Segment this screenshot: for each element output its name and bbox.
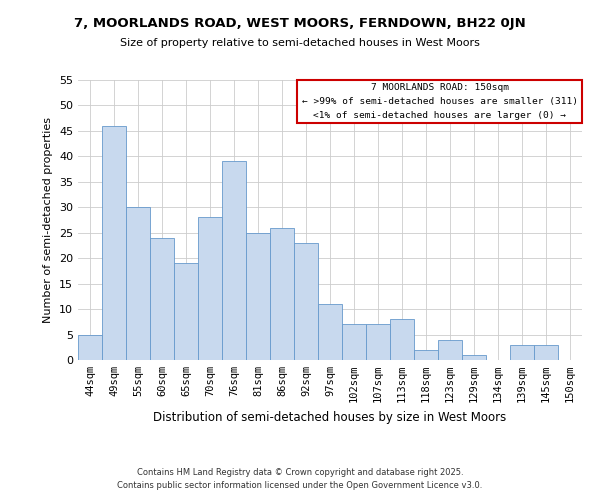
Bar xyxy=(534,344,558,360)
Bar xyxy=(270,228,294,360)
FancyBboxPatch shape xyxy=(297,80,582,124)
Text: Contains public sector information licensed under the Open Government Licence v3: Contains public sector information licen… xyxy=(118,480,482,490)
Bar xyxy=(294,243,318,360)
Bar xyxy=(222,162,246,360)
Bar xyxy=(198,218,222,360)
Text: Contains HM Land Registry data © Crown copyright and database right 2025.: Contains HM Land Registry data © Crown c… xyxy=(137,468,463,477)
Text: Size of property relative to semi-detached houses in West Moors: Size of property relative to semi-detach… xyxy=(120,38,480,48)
Bar xyxy=(102,126,126,360)
Y-axis label: Number of semi-detached properties: Number of semi-detached properties xyxy=(43,117,53,323)
Text: 7, MOORLANDS ROAD, WEST MOORS, FERNDOWN, BH22 0JN: 7, MOORLANDS ROAD, WEST MOORS, FERNDOWN,… xyxy=(74,18,526,30)
Bar xyxy=(438,340,462,360)
Bar xyxy=(78,334,102,360)
Bar xyxy=(150,238,174,360)
Bar xyxy=(414,350,438,360)
Bar xyxy=(390,320,414,360)
X-axis label: Distribution of semi-detached houses by size in West Moors: Distribution of semi-detached houses by … xyxy=(154,410,506,424)
Bar xyxy=(366,324,390,360)
Bar xyxy=(510,344,534,360)
Bar xyxy=(342,324,366,360)
Bar xyxy=(462,355,486,360)
Bar xyxy=(246,232,270,360)
Text: 7 MOORLANDS ROAD: 150sqm
← >99% of semi-detached houses are smaller (311)
<1% of: 7 MOORLANDS ROAD: 150sqm ← >99% of semi-… xyxy=(302,84,578,120)
Bar xyxy=(126,208,150,360)
Bar xyxy=(318,304,342,360)
Bar xyxy=(174,264,198,360)
